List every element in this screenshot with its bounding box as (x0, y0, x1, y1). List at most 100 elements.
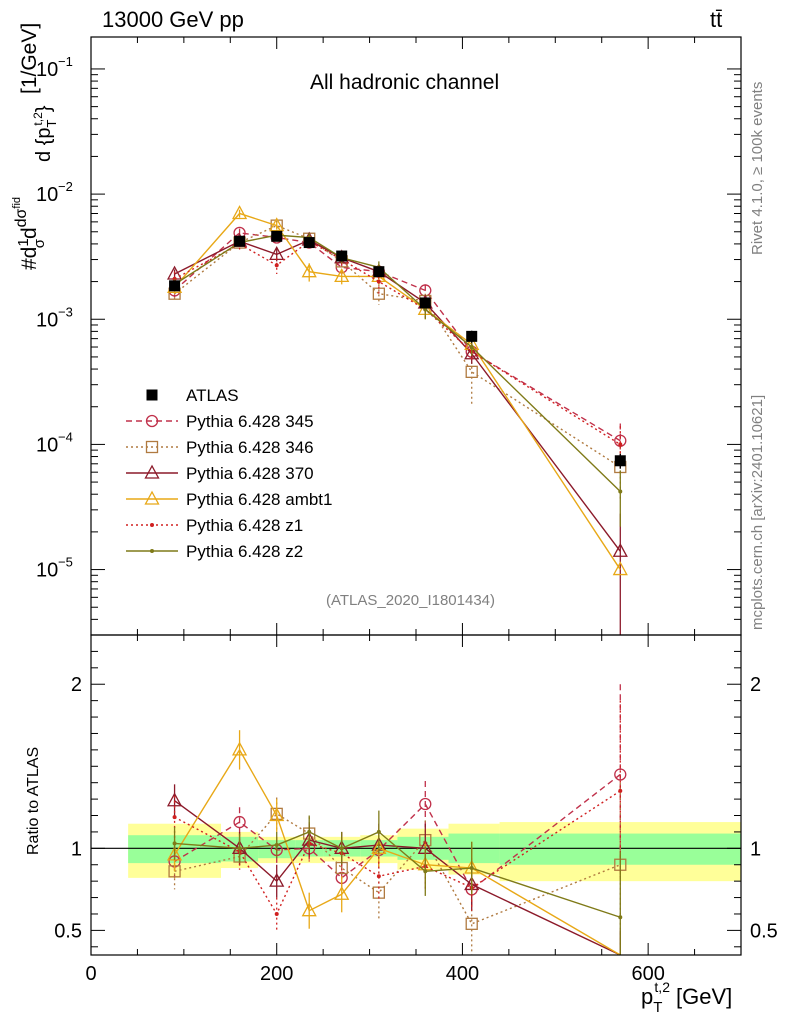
ratio-point (465, 917, 478, 930)
ratio-point (269, 872, 285, 887)
ratio-y-tick-label-right: 0.5 (750, 920, 778, 942)
ylabel-dsig: dσ (13, 208, 30, 227)
analysis-label: (ATLAS_2020_I1801434) (326, 592, 495, 609)
data-point (612, 561, 628, 576)
data-point (376, 279, 381, 284)
y-tick-label: 10 (36, 309, 58, 331)
series-pythia-6-428-z1 (172, 235, 623, 473)
data-point (169, 280, 181, 292)
legend-entry: Pythia 6.428 345 (126, 412, 314, 431)
ratio-point (172, 841, 177, 846)
ratio-y-tick-label: 1 (71, 838, 82, 860)
data-point (271, 230, 283, 242)
ratio-point (274, 843, 279, 848)
data-point (612, 542, 628, 557)
legend-entry: ATLAS (146, 386, 239, 405)
ratio-point (618, 788, 623, 793)
legend-entry: Pythia 6.428 z2 (126, 542, 303, 561)
ratio-point (307, 829, 312, 834)
ratio-point (166, 792, 183, 807)
x-tick-label: 200 (260, 963, 293, 985)
ratio-point (172, 815, 177, 820)
mcplots-label: mcplots.cern.ch [arXiv:2401.10621] (749, 395, 766, 630)
ratio-y-tick-label-right: 2 (750, 674, 761, 696)
series-line (174, 232, 621, 442)
xlabel-unit: [GeV] (676, 984, 732, 1009)
rivet-version-label: Rivet 4.1.0, ≥ 100k events (749, 82, 766, 255)
svg-text:#d1σddσfid: #d1σddσfid (11, 197, 48, 270)
data-point (234, 235, 246, 247)
data-point (469, 345, 474, 350)
legend-label: Pythia 6.428 ambt1 (186, 490, 332, 509)
series-atlas (169, 230, 626, 469)
series-line (174, 224, 621, 468)
legend-label: ATLAS (186, 386, 239, 405)
main-series-layer (166, 205, 628, 635)
legend-marker (144, 490, 160, 505)
ratio-y-tick-label: 0.5 (54, 920, 82, 942)
x-tick-label: 400 (446, 963, 479, 985)
legend-marker (146, 389, 158, 401)
xlabel-T: T (653, 999, 662, 1016)
legend-entry: Pythia 6.428 ambt1 (126, 490, 332, 509)
series-pythia-6-428-346 (168, 219, 627, 500)
xlabel-t2: t,2 (654, 979, 670, 995)
ratio-series-layer (166, 684, 627, 956)
legend-label: Pythia 6.428 z2 (186, 542, 303, 561)
ratio-uncertainty-band (91, 822, 741, 882)
legend-label: Pythia 6.428 345 (186, 412, 314, 431)
ratio-point (301, 902, 317, 917)
ylabel-t2: t,2 (31, 112, 45, 126)
ratio-point (233, 815, 246, 829)
y-tick-label: 10 (36, 560, 58, 582)
ylabel-sigma: σ (31, 238, 48, 248)
ratio-point (419, 797, 432, 811)
ratio-point (269, 807, 285, 822)
legend-marker (145, 414, 159, 428)
legend: ATLAS Pythia 6.428 345 Pythia 6.428 346 Pyt… (126, 386, 332, 561)
svg-text:pTt,2[GeV]: pTt,2 [GeV] (641, 979, 732, 1016)
y-tick-exponent: −1 (58, 54, 73, 69)
channel-title: All hadronic channel (310, 71, 499, 94)
y-tick-label: 10 (36, 184, 58, 206)
data-point (614, 455, 626, 467)
data-point (466, 330, 478, 342)
y-tick-label: 10 (36, 434, 58, 456)
ylabel-d: d (18, 227, 41, 239)
legend-marker (145, 440, 159, 454)
ratio-point (237, 846, 242, 851)
xlabel-p: p (641, 984, 653, 1009)
data-point (336, 250, 348, 262)
ratio-series-pythia-6-428-z2 (172, 810, 623, 955)
ylabel-fid: fid (11, 197, 23, 209)
ratio-point (423, 869, 428, 874)
legend-marker (144, 464, 160, 479)
x-axis-label: pTt,2 [GeV] (641, 979, 732, 1016)
legend-marker (150, 523, 154, 527)
ratio-point (339, 846, 344, 851)
data-point (465, 365, 478, 378)
y-tick-exponent: −3 (58, 304, 73, 319)
data-point (334, 268, 350, 283)
x-tick-label: 600 (631, 963, 664, 985)
ratio-point (614, 768, 627, 781)
data-point (269, 217, 285, 232)
ratio-point (469, 866, 474, 871)
ratio-point (166, 846, 183, 861)
main-axes: 10−110−210−310−410−5 (36, 37, 742, 636)
data-point (618, 442, 623, 447)
y-tick-exponent: −5 (58, 555, 73, 570)
ylabel-T: T (44, 120, 59, 128)
svg-text:d {pTt,2}: d {pTt,2} (31, 105, 59, 162)
ratio-y-tick-label-right: 1 (750, 838, 761, 860)
legend-label: Pythia 6.428 z1 (186, 516, 303, 535)
legend-entry: Pythia 6.428 z1 (126, 516, 303, 535)
ylabel-prefix: #d (18, 247, 41, 270)
data-point (301, 263, 317, 278)
ratio-line (174, 812, 621, 925)
ylabel-den: d {p (33, 128, 55, 162)
ratio-point (618, 915, 623, 920)
ylabel-close: } (33, 105, 55, 112)
data-point (419, 297, 431, 309)
legend-label: Pythia 6.428 346 (186, 438, 314, 457)
